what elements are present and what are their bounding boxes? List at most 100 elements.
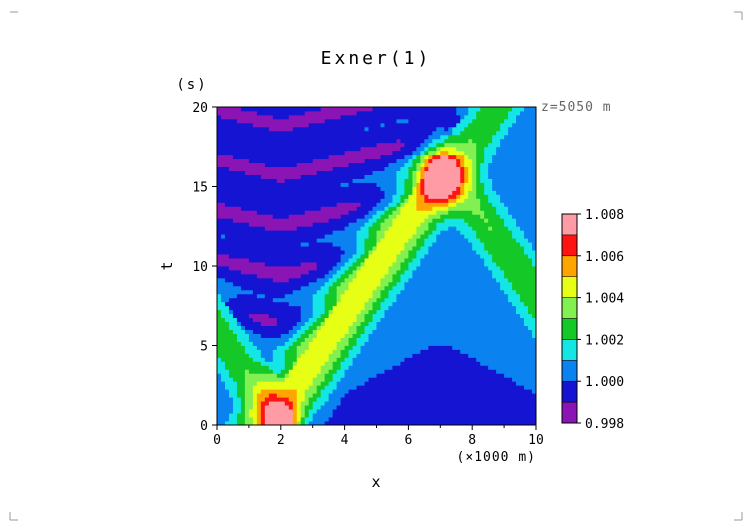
contour-cell [460,333,465,338]
contour-cell [308,345,314,350]
contour-cell [324,281,330,287]
contour-cell [524,262,529,267]
contour-cell [280,293,286,299]
contour-cell [532,389,536,394]
contour-cell [472,281,477,287]
contour-cell [252,333,258,338]
contour-cell [464,361,469,366]
contour-cell [504,301,509,307]
contour-cell [344,377,349,382]
contour-cell [308,273,314,279]
contour-cell [520,361,525,366]
contour-cell [508,361,513,366]
contour-cell [360,337,365,342]
contour-cell [220,266,226,271]
contour-cell [512,258,517,263]
contour-cell [456,329,461,334]
contour-cell [448,373,453,378]
contour-cell [404,305,409,311]
contour-cell [408,202,413,207]
contour-cell [464,349,469,354]
contour-cell [304,262,310,267]
contour-cell [388,194,393,199]
contour-cell [424,277,429,283]
contour-cell [504,230,509,235]
contour-cell [340,242,345,247]
contour-cell [256,421,262,425]
contour-cell [248,194,254,199]
contour-cell [476,321,481,327]
contour-cell [217,417,222,422]
contour-cell [392,329,397,334]
contour-cell [420,321,425,327]
contour-cell [328,250,334,255]
contour-cell [332,421,338,425]
contour-cell [276,285,282,291]
contour-cell [252,238,258,243]
contour-cell [340,365,345,370]
contour-cell [504,226,509,231]
contour-cell [516,202,521,207]
contour-cell [440,186,445,191]
contour-cell [256,281,262,287]
contour-cell [276,289,282,295]
contour-cell [248,285,254,291]
contour-cell [368,194,373,199]
contour-cell [448,341,453,346]
contour-cell [236,178,242,183]
contour-cell [256,393,262,398]
contour-cell [260,357,266,362]
contour-cell [356,333,361,338]
contour-cell [500,305,505,311]
contour-cell [520,226,525,231]
contour-cell [372,281,377,287]
contour-cell [504,357,509,362]
contour-cell [464,190,469,195]
contour-cell [232,206,238,211]
contour-cell [496,381,501,386]
contour-cell [228,329,234,334]
contour-cell [280,329,286,334]
contour-cell [240,262,246,267]
contour-cell [376,325,381,331]
contour-cell [512,194,517,199]
contour-cell [360,353,365,358]
contour-cell [404,285,409,291]
contour-cell [304,190,310,195]
contour-cell [428,413,433,418]
contour-cell [272,369,278,374]
contour-cell [396,381,401,386]
contour-cell [240,401,246,406]
contour-cell [416,313,421,319]
contour-cell [508,325,513,331]
contour-cell [240,353,246,358]
contour-cell [308,397,314,402]
contour-cell [464,333,469,338]
contour-cell [272,297,278,303]
contour-cell [476,293,481,299]
contour-cell [392,325,397,331]
contour-cell [232,178,238,183]
contour-cell [412,210,417,215]
contour-cell [512,305,517,311]
contour-cell [396,194,401,199]
contour-cell [512,365,517,370]
contour-cell [364,297,369,303]
contour-cell [444,305,449,311]
contour-cell [244,377,250,382]
contour-cell [324,234,330,239]
contour-cell [228,190,234,195]
contour-cell [532,401,536,406]
contour-cell [468,301,473,307]
contour-cell [236,289,242,295]
contour-cell [532,202,536,207]
contour-cell [456,337,461,342]
contour-cell [396,353,401,358]
contour-cell [368,210,373,215]
contour-cell [476,317,481,323]
contour-cell [436,413,441,418]
contour-cell [524,269,529,275]
contour-cell [340,234,345,239]
contour-cell [484,405,489,410]
contour-cell [220,198,226,203]
